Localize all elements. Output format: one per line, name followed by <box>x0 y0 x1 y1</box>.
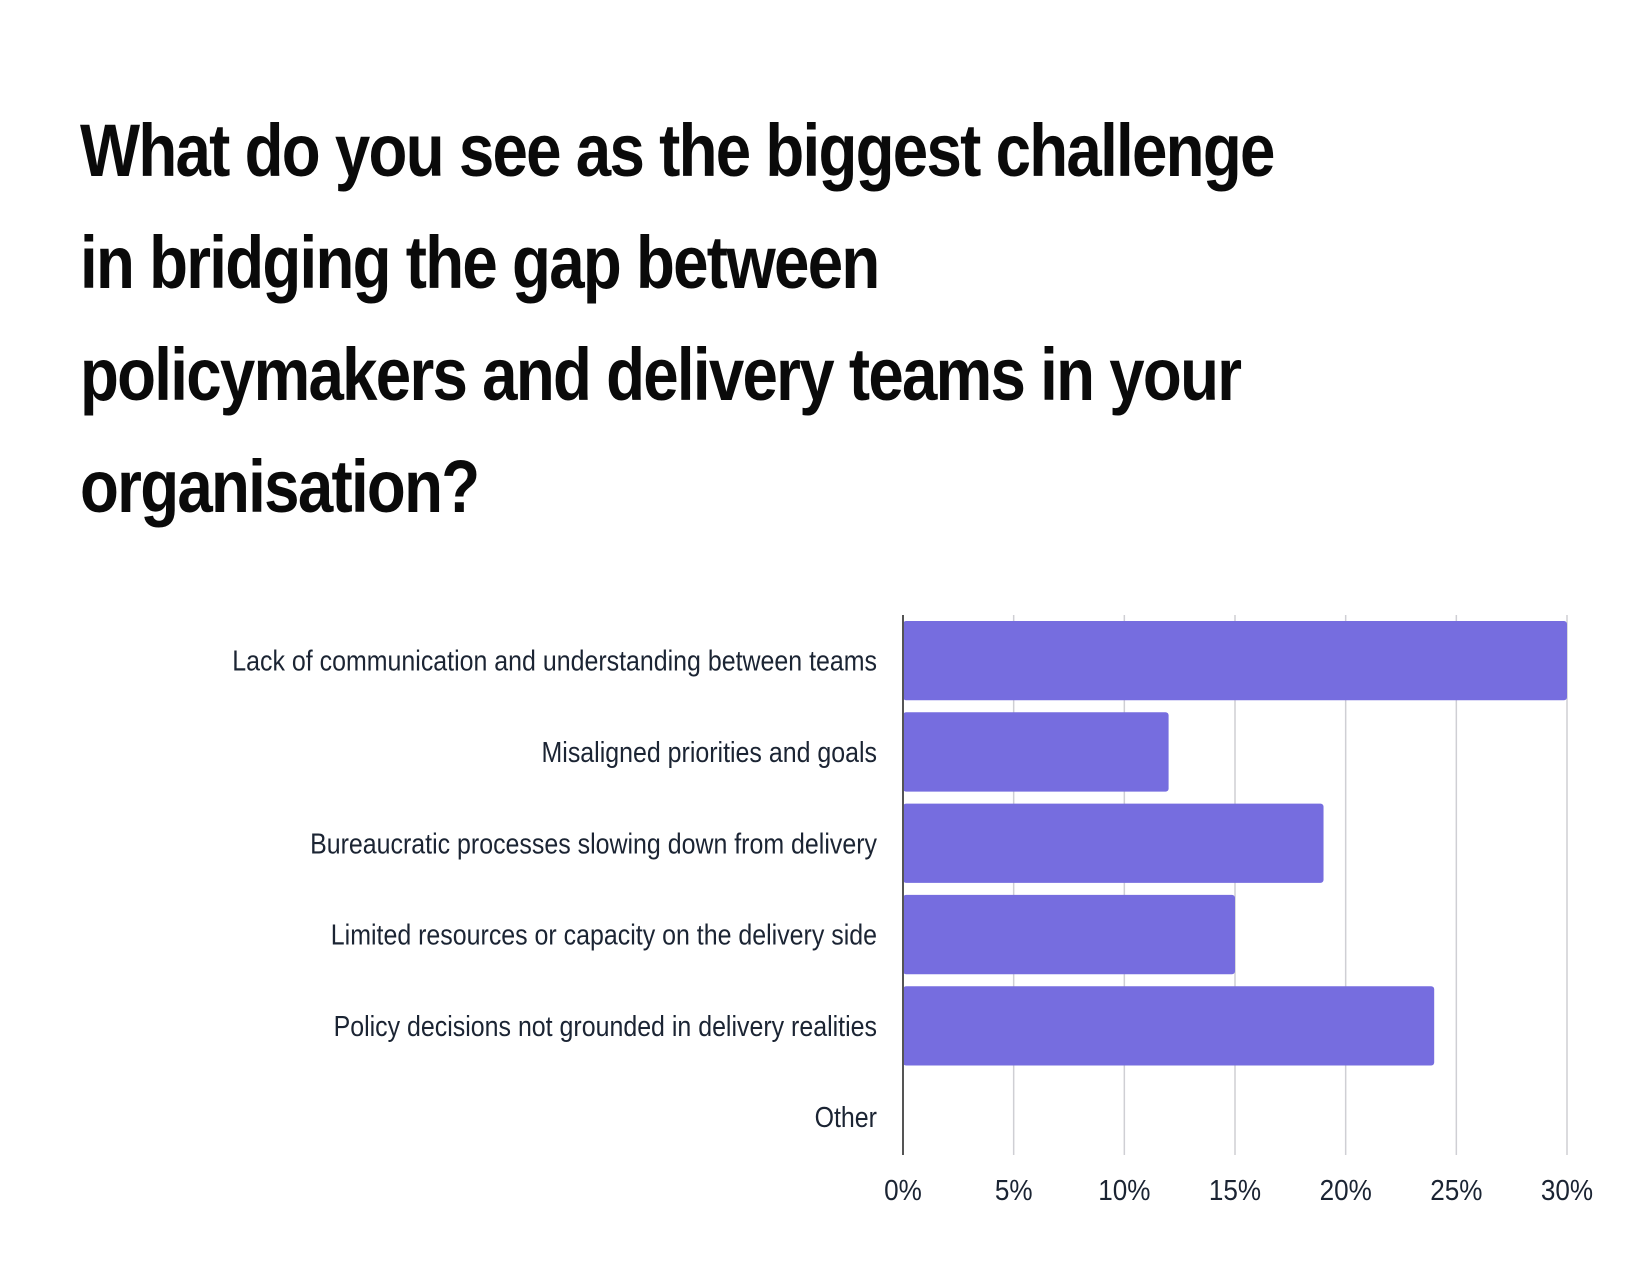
category-label: Misaligned priorities and goals <box>542 737 878 769</box>
title-line-2: in bridging the gap between <box>80 221 880 304</box>
bar <box>903 986 1435 1066</box>
bar <box>903 894 1235 975</box>
bars <box>903 621 1567 1066</box>
category-label: Bureaucratic processes slowing down from… <box>310 828 877 860</box>
category-label: Other <box>815 1102 878 1134</box>
x-tick-labels: 0% 5% 10% 15% 20% 25% 30% <box>884 1175 1593 1207</box>
x-tick-label: 0% <box>884 1175 922 1207</box>
title-line-4: organisation? <box>80 445 480 528</box>
bar <box>903 803 1324 883</box>
x-tick-label: 20% <box>1320 1175 1372 1207</box>
title-line-1: What do you see as the biggest challenge <box>80 109 1275 192</box>
x-tick-label: 5% <box>995 1175 1033 1207</box>
x-tick-label: 25% <box>1430 1175 1482 1207</box>
bar <box>903 712 1169 792</box>
category-label: Lack of communication and understanding … <box>232 646 877 678</box>
title-line-3: policymakers and delivery teams in your <box>80 333 1242 416</box>
x-tick-label: 15% <box>1209 1175 1261 1207</box>
category-label: Limited resources or capacity on the del… <box>331 920 877 952</box>
x-tick-label: 30% <box>1541 1175 1593 1207</box>
x-tick-label: 10% <box>1098 1175 1150 1207</box>
chart-title: What do you see as the biggest challenge… <box>80 95 1327 543</box>
category-labels: Lack of communication and understanding … <box>232 646 877 1135</box>
category-label: Policy decisions not grounded in deliver… <box>334 1011 877 1043</box>
bar <box>903 621 1567 701</box>
